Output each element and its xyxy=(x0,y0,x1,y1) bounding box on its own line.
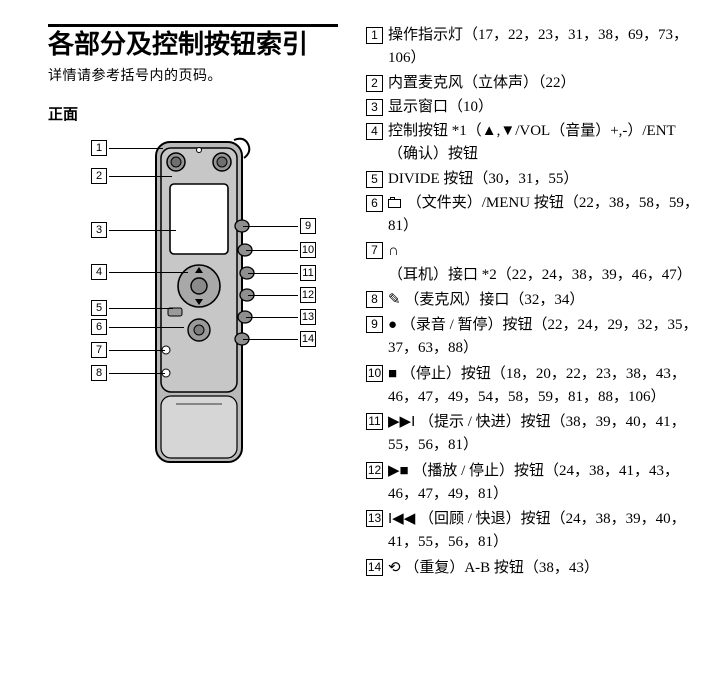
callout-8: 8 xyxy=(91,365,107,381)
index-number: 1 xyxy=(366,27,383,44)
index-text: ● （录音 / 暂停）按钮（22，24，29，32，35，37，63，88） xyxy=(388,313,700,361)
index-text: （文件夹）/MENU 按钮（22，38，58，59，81） xyxy=(388,192,700,239)
index-number: 13 xyxy=(366,510,383,527)
index-item-13: 13 I◀◀ （回顾 / 快退）按钮（24，38，39，40，41，55，56，8… xyxy=(366,507,700,555)
index-item-2: 2 内置麦克风（立体声）（22） xyxy=(366,72,700,95)
index-item-14: 14 ⟲ （重复）A-B 按钮（38，43） xyxy=(366,556,700,580)
index-item-6: 6 （文件夹）/MENU 按钮（22，38，58，59，81） xyxy=(366,192,700,239)
callout-9: 9 xyxy=(300,218,316,234)
index-number: 5 xyxy=(366,171,383,188)
index-number: 14 xyxy=(366,559,383,576)
callout-13: 13 xyxy=(300,309,316,325)
index-item-4: 4 控制按钮 *1（▲,▼/VOL（音量）+,-）/ENT（确认）按钮 xyxy=(366,120,700,167)
callout-5: 5 xyxy=(91,300,107,316)
index-item-9: 9 ● （录音 / 暂停）按钮（22，24，29，32，35，37，63，88） xyxy=(366,313,700,361)
callout-14: 14 xyxy=(300,331,316,347)
callout-10: 10 xyxy=(300,242,316,258)
index-item-5: 5 DIVIDE 按钮（30，31，55） xyxy=(366,168,700,191)
index-text: ⟲ （重复）A-B 按钮（38，43） xyxy=(388,556,599,580)
callout-6: 6 xyxy=(91,319,107,335)
index-number: 11 xyxy=(366,413,383,430)
index-number: 8 xyxy=(366,291,383,308)
index-text: 内置麦克风（立体声）（22） xyxy=(388,72,576,95)
index-item-1: 1 操作指示灯（17，22，23，31，38，69，73，106） xyxy=(366,24,700,71)
index-number: 10 xyxy=(366,365,383,382)
index-item-8: 8 ✎ （麦克风）接口（32，34） xyxy=(366,288,700,312)
page-title: 各部分及控制按钮索引 xyxy=(48,30,348,60)
callout-1: 1 xyxy=(91,140,107,156)
callout-12: 12 xyxy=(300,287,316,303)
index-text: ∩ （耳机）接口 *2（22，24，38，39，46，47） xyxy=(388,239,700,287)
index-text: 操作指示灯（17，22，23，31，38，69，73，106） xyxy=(388,24,700,71)
callout-4: 4 xyxy=(91,264,107,280)
index-text: ✎ （麦克风）接口（32，34） xyxy=(388,288,584,312)
index-item-7: 7 ∩ （耳机）接口 *2（22，24，38，39，46，47） xyxy=(366,239,700,287)
index-list: 1 操作指示灯（17，22，23，31，38，69，73，106） 2 内置麦克风（立… xyxy=(366,24,700,581)
callout-11: 11 xyxy=(300,265,316,281)
index-number: 12 xyxy=(366,462,383,479)
index-item-3: 3 显示窗口（10） xyxy=(366,96,700,119)
index-text: ■ （停止）按钮（18，20，22，23，38，43，46，47，49，54，5… xyxy=(388,362,700,410)
index-text: ▶■ （播放 / 停止）按钮（24，38，41，43，46，47，49，81） xyxy=(388,459,700,507)
index-item-11: 11 ▶▶I （提示 / 快进）按钮（38，39，40，41，55，56，81） xyxy=(366,410,700,458)
index-item-12: 12 ▶■ （播放 / 停止）按钮（24，38，41，43，46，47，49，81… xyxy=(366,459,700,507)
callout-7: 7 xyxy=(91,342,107,358)
index-text: DIVIDE 按钮（30，31，55） xyxy=(388,168,578,191)
page-subtitle: 详情请参考括号内的页码。 xyxy=(48,65,348,85)
index-text: I◀◀ （回顾 / 快退）按钮（24，38，39，40，41，55，56，81） xyxy=(388,507,700,555)
index-item-10: 10 ■ （停止）按钮（18，20，22，23，38，43，46，47，49，54… xyxy=(366,362,700,410)
index-text: 控制按钮 *1（▲,▼/VOL（音量）+,-）/ENT（确认）按钮 xyxy=(388,120,700,167)
index-text: ▶▶I （提示 / 快进）按钮（38，39，40，41，55，56，81） xyxy=(388,410,700,458)
index-number: 6 xyxy=(366,195,383,212)
index-number: 3 xyxy=(366,99,383,116)
device-diagram: 1234567891011121314 xyxy=(48,134,348,494)
callout-2: 2 xyxy=(91,168,107,184)
front-label: 正面 xyxy=(48,103,348,124)
index-number: 9 xyxy=(366,316,383,333)
callout-3: 3 xyxy=(91,222,107,238)
index-number: 2 xyxy=(366,75,383,92)
index-number: 7 xyxy=(366,242,383,259)
index-number: 4 xyxy=(366,123,383,140)
index-text: 显示窗口（10） xyxy=(388,96,493,119)
